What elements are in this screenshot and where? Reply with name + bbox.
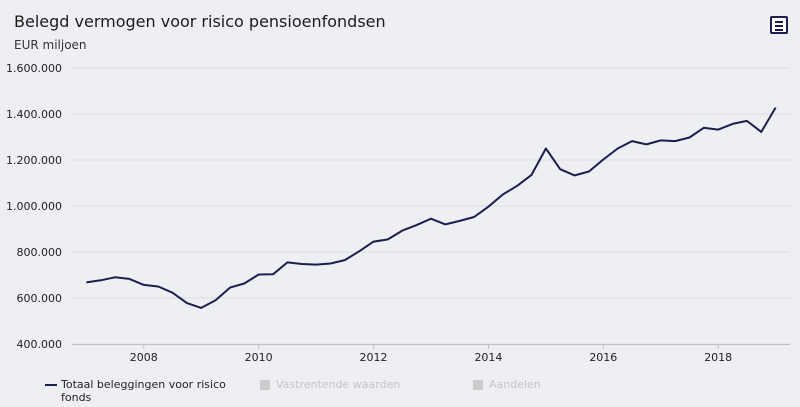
y-tick-label: 1.600.000 xyxy=(6,62,62,75)
line-chart: 400.000 600.000 800.000 1.000.000 1.200.000 1… xyxy=(6,62,790,364)
y-tick-label: 1.400.000 xyxy=(6,108,62,121)
legend-label: Vastrentende waarden xyxy=(276,378,401,391)
x-tick-label: 2014 xyxy=(474,351,502,364)
legend-line-swatch xyxy=(45,384,57,386)
y-tick-label: 1.200.000 xyxy=(6,154,62,167)
y-tick-label: 600.000 xyxy=(17,292,63,305)
legend-label: Totaal beleggingen voor risico fonds xyxy=(61,378,226,404)
x-tick-label: 2012 xyxy=(360,351,388,364)
y-tick-label: 1.000.000 xyxy=(6,200,62,213)
series-line-totaal[interactable] xyxy=(86,107,777,309)
series-layer xyxy=(86,107,777,309)
y-tick-label: 800.000 xyxy=(17,246,63,259)
hamburger-menu-icon[interactable] xyxy=(770,16,788,34)
x-tick-label: 2016 xyxy=(589,351,617,364)
legend-box-swatch xyxy=(473,380,483,390)
axes: 400.000 600.000 800.000 1.000.000 1.200.000 1… xyxy=(6,62,790,364)
grid-lines xyxy=(72,67,790,345)
legend-box-swatch xyxy=(260,380,270,390)
x-tick-label: 2008 xyxy=(130,351,158,364)
x-tick-label: 2010 xyxy=(245,351,273,364)
chart-title: Belegd vermogen voor risico pensioenfond… xyxy=(14,12,386,31)
chart-subtitle: EUR miljoen xyxy=(14,38,87,52)
legend-label: Aandelen xyxy=(489,378,541,391)
y-tick-label: 400.000 xyxy=(17,338,63,351)
x-tick-label: 2018 xyxy=(704,351,732,364)
